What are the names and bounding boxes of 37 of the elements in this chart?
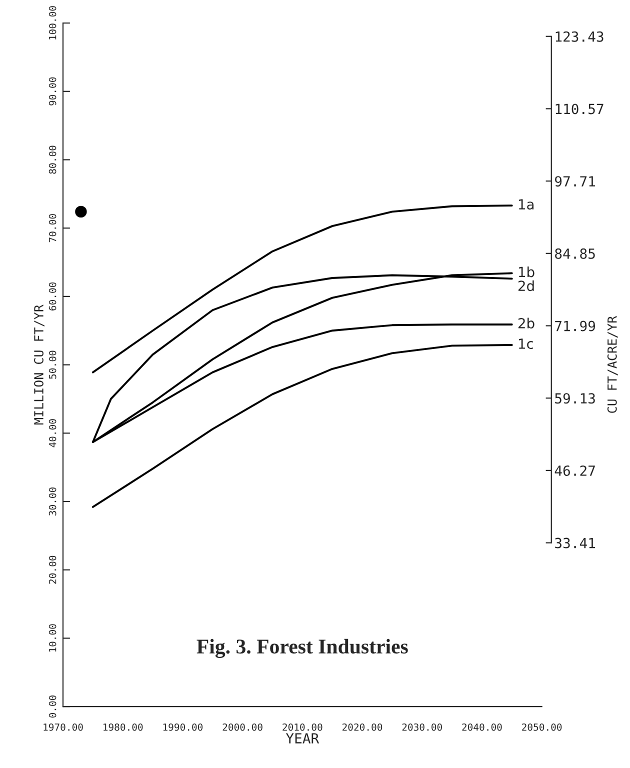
x-tick-label: 1990.00 [163,723,203,731]
y-axis-title: MILLION CU FT/YR [34,304,44,424]
x-tick-label: 2030.00 [402,723,442,731]
series-label: 1a [518,199,534,210]
y-tick-label: 50.00 [48,350,56,379]
y2-tick-label: 46.27 [554,465,595,476]
y2-tick-label: 33.41 [555,538,596,548]
y2-tick-label: 97.71 [555,176,596,187]
x-tick-label: 2000.00 [222,723,262,731]
x-axis-title: YEAR [286,733,320,744]
series-label: 1b [518,266,534,278]
x-tick-label: 2050.00 [522,723,562,731]
x-tick-label: 2040.00 [462,723,502,731]
y2-tick-label: 59.13 [555,393,595,404]
text: Fig. 3. Forest Industries [196,638,408,658]
series-label: 2d [518,280,534,292]
x-tick-label: 1970.00 [44,723,83,731]
y-tick-label: 20.00 [48,556,56,584]
x-tick-label: 1980.00 [104,723,143,731]
series-label: 1c [518,338,534,350]
y2-tick-label: 84.85 [555,248,595,259]
y-tick-label: 60.00 [48,282,56,310]
y2-tick-label: 123.43 [556,31,604,42]
y-tick-label: 10.00 [48,624,56,652]
y-tick-label: 40.00 [48,419,56,448]
y-tick-label: 70.00 [48,214,56,242]
y2-tick-label: 71.99 [555,320,596,332]
y-tick-label: 30.00 [48,488,56,516]
x-tick-label: 2010.00 [282,723,322,731]
y2-axis-title: CU FT/ACRE/YR [607,316,618,413]
y-tick-label: 100.00 [48,6,56,40]
x-tick-label: 2020.00 [342,723,382,731]
y-tick-label: 90.00 [48,77,56,106]
y-tick-label: 0.00 [48,695,56,718]
y-tick-label: 80.00 [48,146,56,174]
y2-tick-label: 110.57 [556,104,604,114]
series-label: 2b [518,318,534,328]
